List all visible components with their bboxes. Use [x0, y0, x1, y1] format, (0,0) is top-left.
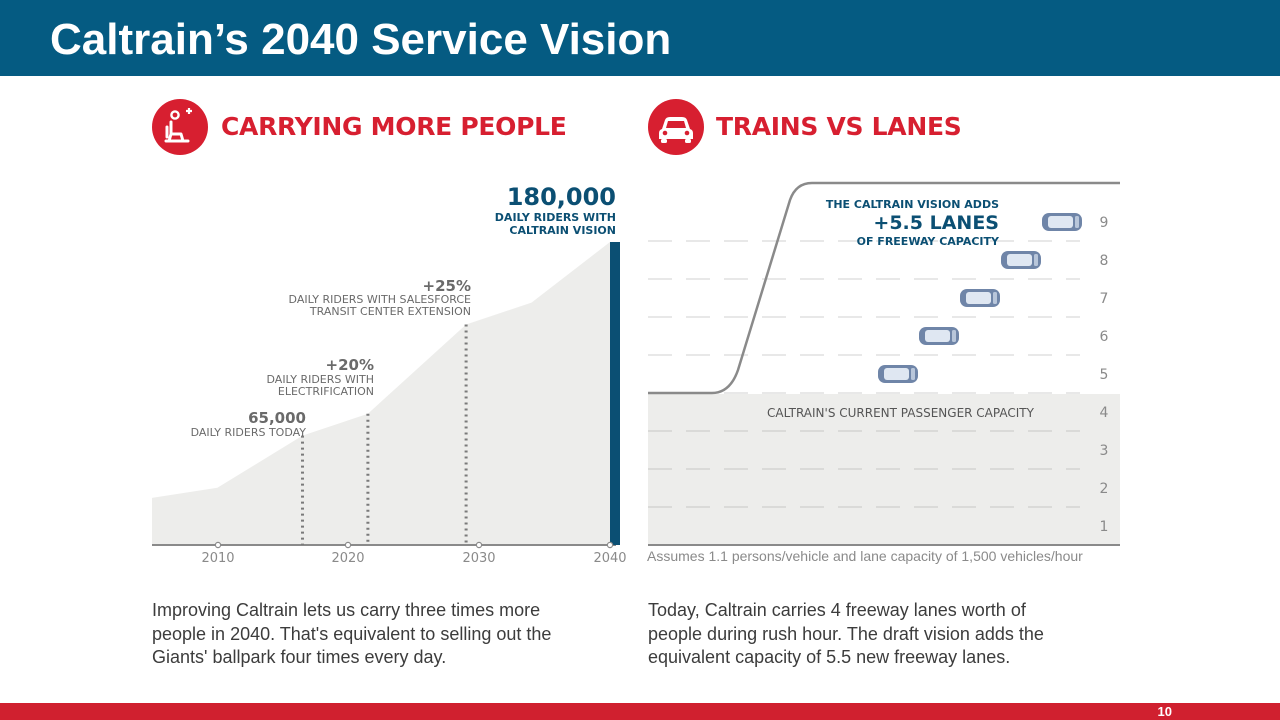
car-icon [1042, 213, 1082, 231]
freeway-capacity-label: OF FREEWAY CAPACITY [857, 235, 1000, 248]
today-value: 65,000 [248, 409, 306, 427]
x-tick-label: 2040 [593, 551, 626, 566]
x-tick-label: 2020 [331, 551, 364, 566]
slide-title: Caltrain’s 2040 Service Vision [50, 15, 672, 64]
salesforce-value: +25% [423, 277, 471, 295]
lane-number: 2 [1100, 481, 1109, 497]
lane-number: 4 [1100, 405, 1109, 421]
lane-number: 3 [1100, 443, 1109, 459]
salesforce-label-1: DAILY RIDERS WITH SALESFORCE [289, 293, 472, 306]
section-heading-left: CARRYING MORE PEOPLE [221, 112, 567, 141]
section-heading-right: TRAINS VS LANES [716, 112, 962, 141]
electrification-value: +20% [326, 356, 374, 374]
lane-number: 9 [1100, 215, 1109, 231]
car-icon [878, 365, 918, 383]
vision-value: 180,000 [507, 183, 616, 211]
lane-number: 8 [1100, 253, 1109, 269]
x-tick-label: 2010 [201, 551, 234, 566]
car-icon [960, 289, 1000, 307]
electrification-label-1: DAILY RIDERS WITH [267, 373, 374, 386]
electrification-label-2: ELECTRIFICATION [278, 385, 374, 398]
car-icon [648, 99, 704, 155]
assumption-footnote: Assumes 1.1 persons/vehicle and lane cap… [647, 548, 1083, 564]
x-tick-mark [344, 541, 352, 549]
vision-lanes-value: +5.5 LANES [873, 212, 999, 234]
today-label: DAILY RIDERS TODAY [191, 426, 307, 439]
right-description: Today, Caltrain carries 4 freeway lanes … [648, 600, 1044, 667]
title-bar [0, 0, 1280, 76]
seated-passenger-icon [152, 99, 208, 155]
footer-bar [0, 703, 1280, 720]
lanes-chart: 1 2 3 4 5 6 7 8 9 THE CALTRAIN VISION ADDS +5.5 … [648, 181, 1120, 546]
capacity-curve [648, 181, 1120, 395]
current-capacity-label: CALTRAIN'S CURRENT PASSENGER CAPACITY [767, 406, 1035, 420]
salesforce-label-2: TRANSIT CENTER EXTENSION [309, 305, 471, 318]
x-tick-mark [214, 541, 222, 549]
vision-label-1: DAILY RIDERS WITH [495, 211, 616, 224]
car-icon [919, 327, 959, 345]
page-number: 10 [1157, 704, 1172, 719]
x-tick-mark [475, 541, 483, 549]
car-icon [1001, 251, 1041, 269]
ridership-chart: 2010 2020 2030 2040 180,000 DAILY RIDERS WI… [152, 183, 627, 566]
lane-number: 5 [1100, 367, 1109, 383]
left-description: Improving Caltrain lets us carry three t… [152, 600, 552, 667]
lane-number: 7 [1100, 291, 1109, 307]
vision-label-2: CALTRAIN VISION [509, 224, 616, 237]
vision-adds-label: THE CALTRAIN VISION ADDS [826, 198, 999, 211]
ridership-area [152, 242, 616, 545]
lane-number: 1 [1100, 519, 1109, 535]
vision-bar [610, 242, 620, 545]
lane-number: 6 [1100, 329, 1109, 345]
x-tick-mark [606, 541, 614, 549]
x-tick-label: 2030 [462, 551, 495, 566]
